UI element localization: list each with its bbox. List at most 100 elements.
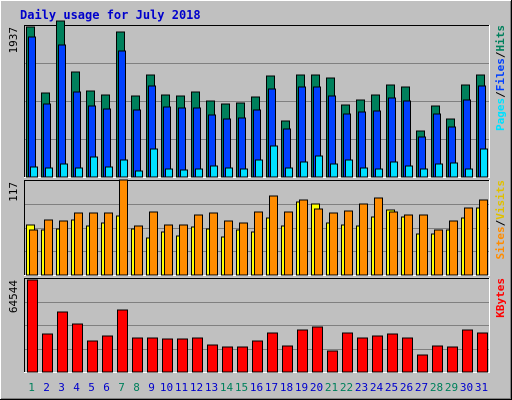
pages-bar [405,165,413,178]
pages-bar [75,167,83,178]
sites-bar [329,212,338,276]
sites-bar [359,203,368,276]
pages-bar [90,156,98,178]
kbytes-bar [102,335,113,373]
pages-bar [60,163,68,178]
kbytes-bar [297,329,308,373]
pages-bar [165,168,173,178]
sites-bar [374,197,383,276]
pages-bar [315,155,323,178]
files-bar [463,99,471,178]
kbytes-bar [72,323,83,373]
day-label: 8 [133,381,140,394]
kbytes-bar [147,337,158,373]
kbytes-bar [252,340,263,373]
kbytes-bar [357,337,368,373]
day-label: 28 [430,381,443,394]
pages-bar [210,165,218,178]
kbytes-bar [192,337,203,373]
day-label: 24 [370,381,384,394]
day-label: 6 [103,381,110,394]
legend-kbytes: KBytes [494,278,507,318]
pages-bar [390,161,398,178]
day-label: 10 [160,381,173,394]
day-label: 31 [475,381,488,394]
sites-bar [134,225,143,276]
pages-bar [240,168,248,178]
day-label: 18 [280,381,293,394]
chart-title: Daily usage for July 2018 [20,8,201,22]
kbytes-bar [117,309,128,373]
pages-bar [450,162,458,178]
day-label: 4 [73,381,80,394]
sites-bar [314,208,323,276]
kbytes-panel: 64544 KBytes [7,278,507,373]
files-bar [133,109,141,178]
day-label: 20 [310,381,323,394]
files-bar [373,110,381,178]
sites-bar [269,195,278,276]
day-label: 5 [88,381,95,394]
pages-bar [135,170,143,178]
pages-bar [435,163,443,178]
sites-bar [89,212,98,276]
files-bar [73,91,81,178]
visits-panel-legend: Sites/Visits [494,180,507,260]
kbytes-bar [372,335,383,373]
sites-bar [29,229,38,276]
day-label: 27 [415,381,428,394]
day-label: 17 [265,381,278,394]
pages-bar [255,159,263,178]
files-bar [358,111,366,178]
sites-bar [464,207,473,276]
kbytes-bar [237,346,248,373]
day-label: 30 [460,381,473,394]
sites-bar [179,224,188,276]
pages-bar [285,167,293,178]
day-label: 21 [325,381,338,394]
day-axis-labels: 1 2 3 4 5 6 7 8 9 10 11 12 13 14 15 16 17 18 19 20 21 22 23 24 2… [28,381,488,394]
sites-bar [44,219,53,276]
day-label: 7 [118,381,125,394]
kbytes-bar [402,337,413,373]
sites-bar [404,214,413,276]
sites-bar [479,199,488,276]
legend-separator: / [494,219,507,226]
kbytes-bar [207,344,218,373]
pages-bar [180,169,188,178]
pages-bar [120,159,128,178]
kbytes-bar [447,346,458,373]
kbytes-bar [462,329,473,373]
sites-bar [389,211,398,276]
legend-visits: Visits [494,180,507,220]
kbytes-bar [417,354,428,373]
sites-bar [239,222,248,276]
pages-bar [360,167,368,178]
files-bar [58,44,66,178]
kbytes-bar [87,340,98,373]
kbytes-bar [327,350,338,373]
kbytes-bar [387,333,398,373]
kbytes-bar [27,279,38,373]
day-label: 14 [220,381,234,394]
kbytes-panel-legend: KBytes [494,278,507,318]
files-bar [238,117,246,178]
legend-sites: Sites [494,226,507,259]
sites-bar [164,224,173,276]
day-label: 12 [190,381,203,394]
kbytes-bar [282,345,293,373]
files-bar [118,50,126,178]
kbytes-bar [177,338,188,373]
day-label: 9 [148,381,155,394]
sites-bar [224,220,233,276]
legend-files: Files [494,58,507,91]
legend-pages: Pages [494,98,507,131]
legend-hits: Hits [494,25,507,52]
pages-bar [375,168,383,178]
sites-bar [254,211,263,276]
day-label: 13 [205,381,218,394]
pages-bar [105,166,113,178]
pages-bar [195,168,203,178]
